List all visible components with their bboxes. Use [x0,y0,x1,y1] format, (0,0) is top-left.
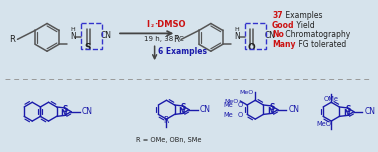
Text: ·DMSO: ·DMSO [155,19,186,29]
Text: Me: Me [224,112,234,118]
Text: CN: CN [288,105,299,114]
Text: S: S [181,103,186,112]
Text: N: N [60,109,67,118]
Text: S: S [84,43,91,52]
Text: S: S [63,105,68,114]
Text: R: R [163,116,168,125]
Text: O: O [248,43,255,52]
Text: O: O [237,102,243,108]
Text: Many: Many [272,40,296,49]
Text: MeO: MeO [239,90,253,95]
Text: Yield: Yield [294,21,314,29]
Bar [245,24,266,49]
Text: Good: Good [272,21,294,29]
Text: S: S [270,103,275,112]
Text: O: O [237,112,243,118]
Text: R: R [174,35,179,44]
Text: H: H [70,28,75,32]
Text: CN: CN [82,107,93,116]
Text: I: I [147,19,150,29]
Text: 37: 37 [272,11,283,20]
Text: ₂: ₂ [151,21,154,28]
Text: MeO: MeO [224,98,239,104]
Text: Examples: Examples [283,11,322,20]
Text: N: N [178,107,185,116]
Text: Chromatography: Chromatography [283,30,350,39]
Text: R: R [9,35,15,44]
Text: N: N [343,109,350,118]
Text: Me: Me [224,102,234,108]
Text: N: N [70,32,76,41]
Text: CN: CN [101,31,112,40]
Text: CN: CN [364,107,375,116]
Text: MeO: MeO [316,121,331,127]
Text: H: H [234,28,239,32]
Text: 19 h, 38 °C: 19 h, 38 °C [144,35,183,42]
Text: R = OMe, OBn, SMe: R = OMe, OBn, SMe [136,137,201,143]
Text: OMe: OMe [324,96,339,102]
Text: S: S [345,105,351,114]
Text: N: N [234,32,240,41]
Text: CN: CN [200,105,211,114]
Bar [81,24,102,49]
Text: N: N [267,107,274,116]
Text: FG tolerated: FG tolerated [296,40,346,49]
Text: 6 Examples: 6 Examples [158,47,207,56]
Text: No: No [272,30,284,39]
Text: CN: CN [264,31,275,40]
